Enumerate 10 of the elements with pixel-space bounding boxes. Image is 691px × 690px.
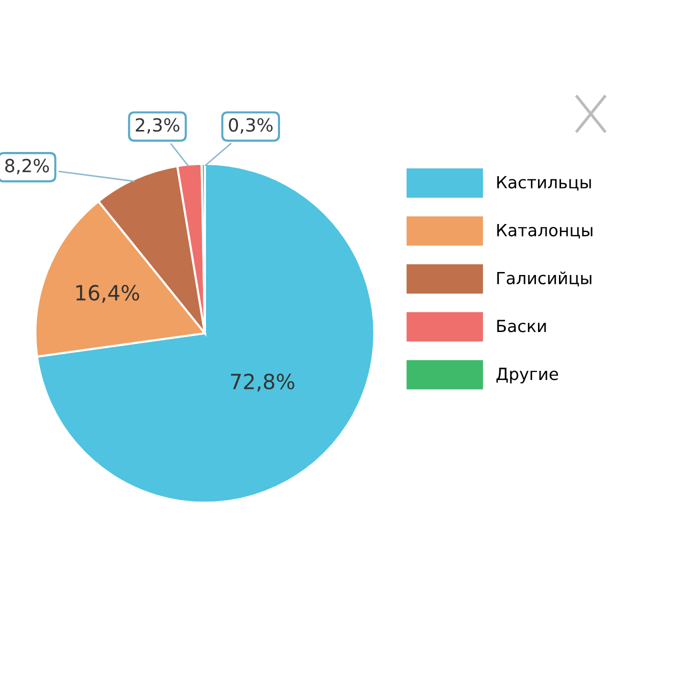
legend-label: Каталонцы bbox=[497, 224, 592, 239]
data-label: 16,4% bbox=[76, 284, 140, 303]
data-label: 2,3% bbox=[136, 118, 180, 134]
data-label: 72,8% bbox=[231, 374, 294, 392]
legend-label: Галисийцы bbox=[497, 272, 592, 286]
legend-label: Баски bbox=[497, 320, 546, 332]
data-label: 8,2% bbox=[5, 158, 49, 174]
legend-label: Кастильцы bbox=[497, 176, 591, 191]
data-label: 0,3% bbox=[228, 118, 273, 134]
legend-label: Другие bbox=[496, 368, 558, 384]
